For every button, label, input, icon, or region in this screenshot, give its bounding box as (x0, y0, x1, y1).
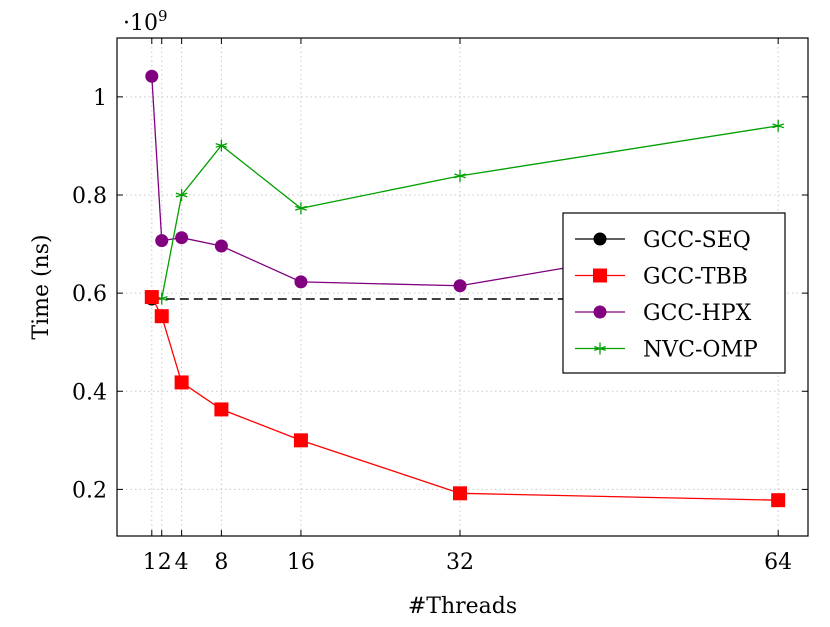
data-point-nvc-omp (175, 189, 188, 202)
x-tick-label: 32 (446, 550, 474, 575)
legend-item-gcc-hpx: GCC-HPX (575, 301, 752, 326)
legend-label-gcc-hpx: GCC-HPX (643, 301, 752, 326)
data-point-gcc-hpx (294, 275, 308, 289)
star-stroke (772, 123, 785, 129)
legend-label-gcc-seq: GCC-SEQ (643, 228, 751, 253)
y-scale-exponent: 9 (158, 7, 168, 25)
star-stroke (175, 192, 188, 198)
star-stroke (295, 205, 307, 211)
x-tick-label: 4 (175, 550, 189, 575)
data-point-gcc-tbb (174, 375, 189, 390)
data-point-gcc-hpx (155, 234, 169, 248)
data-point-gcc-tbb (144, 290, 159, 305)
y-axis-scale-label: ·109 (123, 7, 168, 36)
y-tick-label: 0.2 (72, 478, 107, 503)
star-stroke (215, 142, 228, 148)
y-scale-base: ·10 (123, 11, 158, 36)
data-point-gcc-hpx (214, 239, 228, 253)
legend-label-nvc-omp: NVC-OMP (643, 338, 758, 363)
legend-item-nvc-omp: NVC-OMP (575, 338, 758, 363)
y-tick-label: 0.4 (72, 380, 107, 405)
data-point-gcc-tbb (771, 493, 786, 508)
data-point-nvc-omp (215, 139, 228, 152)
legend-item-gcc-tbb: GCC-TBB (575, 265, 748, 290)
legend-item-gcc-seq: GCC-SEQ (575, 228, 751, 253)
data-point-nvc-omp (772, 119, 785, 132)
series-gcc-tbb (144, 290, 786, 508)
data-point-gcc-tbb (453, 486, 468, 501)
legend: GCC-SEQ GCC-TBB GCC-HPX NVC-OMP (562, 212, 786, 374)
legend-marker-gcc-seq (593, 232, 607, 246)
data-point-gcc-tbb (154, 309, 169, 324)
star-stroke (594, 346, 606, 351)
legend-marker-gcc-hpx (593, 305, 607, 319)
x-axis-label: #Threads (408, 594, 517, 619)
legend-marker-nvc-omp (594, 342, 606, 355)
legend-marker-gcc-tbb (593, 268, 607, 283)
data-point-nvc-omp (454, 169, 466, 182)
data-point-gcc-tbb (214, 402, 229, 417)
x-tick-label: 8 (214, 550, 228, 575)
data-point-gcc-hpx (453, 279, 467, 293)
y-tick-label: 0.6 (72, 282, 107, 307)
axis-ticks: 1 2 4 8 16 32 640.20.40.60.81 (72, 38, 808, 575)
x-tick-label: 2 (158, 550, 172, 575)
series-gcc-hpx (145, 69, 785, 293)
x-tick-label: 16 (287, 550, 315, 575)
x-tick-label: 1 (143, 550, 157, 575)
star-stroke (454, 173, 466, 179)
legend-label-gcc-tbb: GCC-TBB (643, 265, 748, 290)
data-point-gcc-hpx (175, 231, 189, 245)
data-point-gcc-hpx (145, 69, 159, 83)
y-tick-label: 0.8 (72, 184, 107, 209)
y-tick-label: 1 (93, 86, 107, 111)
y-axis-label: Time (ns) (29, 234, 54, 339)
data-point-gcc-tbb (293, 433, 308, 448)
data-point-nvc-omp (295, 202, 307, 215)
plot-area-frame (116, 37, 809, 537)
x-tick-label: 64 (764, 550, 792, 575)
